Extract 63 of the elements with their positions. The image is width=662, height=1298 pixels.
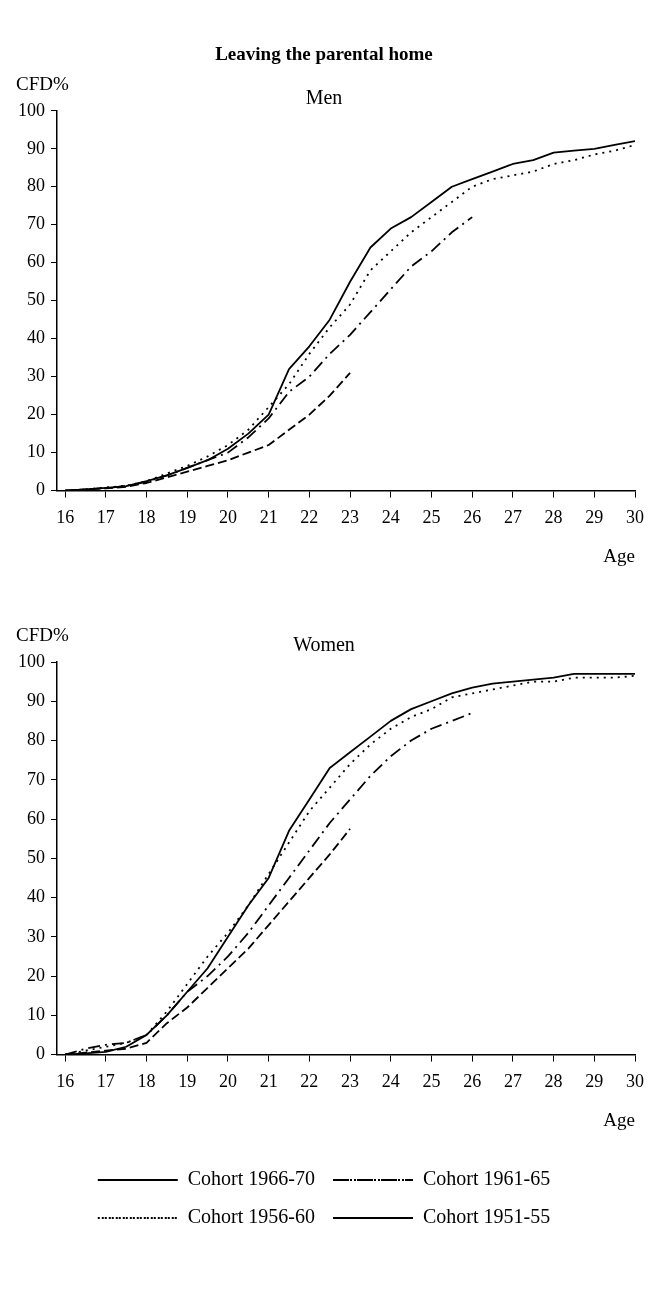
x-tick-label: 17 bbox=[96, 1071, 115, 1092]
x-axis-title: Age bbox=[603, 544, 635, 566]
y-tick-label: 100 bbox=[18, 99, 45, 120]
chart-subtitle: Men bbox=[305, 86, 343, 109]
legend-label: Cohort 1951-55 bbox=[423, 1205, 551, 1228]
x-tick-label: 27 bbox=[503, 1071, 522, 1092]
x-tick-label: 19 bbox=[178, 507, 197, 528]
x-tick-label: 29 bbox=[585, 1071, 604, 1092]
y-tick-label: 90 bbox=[27, 689, 45, 710]
x-tick-label: 27 bbox=[503, 507, 522, 528]
x-tick-label: 18 bbox=[137, 1071, 156, 1092]
y-axis-title: CFD% bbox=[16, 624, 69, 646]
x-tick-label: 25 bbox=[422, 1071, 441, 1092]
y-tick-label: 50 bbox=[27, 847, 45, 868]
y-tick-label: 90 bbox=[27, 137, 45, 158]
x-tick-label: 16 bbox=[56, 1071, 75, 1092]
y-tick-label: 10 bbox=[27, 441, 45, 462]
x-tick-label: 20 bbox=[218, 1071, 237, 1092]
x-tick-label: 30 bbox=[626, 507, 644, 528]
x-tick-label: 22 bbox=[300, 507, 319, 528]
y-tick-label: 30 bbox=[27, 365, 45, 386]
x-tick-label: 28 bbox=[544, 1071, 563, 1092]
y-tick-label: 10 bbox=[27, 1004, 45, 1025]
x-tick-label: 21 bbox=[259, 507, 278, 528]
x-tick-label: 24 bbox=[381, 1071, 400, 1092]
x-tick-label: 20 bbox=[218, 507, 237, 528]
y-tick-label: 30 bbox=[27, 925, 45, 946]
x-tick-label: 29 bbox=[585, 507, 604, 528]
y-tick-label: 0 bbox=[36, 479, 45, 500]
x-tick-label: 26 bbox=[463, 507, 482, 528]
x-tick-label: 26 bbox=[463, 1071, 482, 1092]
y-tick-label: 80 bbox=[27, 729, 45, 750]
legend-label: Cohort 1966-70 bbox=[187, 1167, 315, 1190]
y-tick-label: 70 bbox=[27, 213, 45, 234]
legend-label: Cohort 1961-65 bbox=[423, 1167, 551, 1190]
y-tick-label: 70 bbox=[27, 768, 45, 789]
x-tick-label: 24 bbox=[381, 507, 400, 528]
y-tick-label: 100 bbox=[18, 650, 45, 671]
x-tick-label: 21 bbox=[259, 1071, 278, 1092]
y-tick-label: 20 bbox=[27, 964, 45, 985]
x-tick-label: 18 bbox=[137, 507, 156, 528]
x-tick-label: 23 bbox=[341, 507, 360, 528]
x-tick-label: 28 bbox=[544, 507, 563, 528]
y-tick-label: 20 bbox=[27, 403, 45, 424]
x-tick-label: 25 bbox=[422, 507, 441, 528]
chart-title: Leaving the parental home bbox=[215, 43, 433, 65]
chart-title: Women bbox=[293, 633, 355, 656]
x-tick-label: 17 bbox=[96, 507, 115, 528]
x-axis-title: Age bbox=[603, 1108, 635, 1130]
x-tick-label: 30 bbox=[626, 1071, 644, 1092]
x-tick-label: 16 bbox=[56, 507, 75, 528]
x-tick-label: 22 bbox=[300, 1071, 319, 1092]
y-tick-label: 60 bbox=[27, 807, 45, 828]
legend-label: Cohort 1956-60 bbox=[187, 1205, 315, 1228]
y-tick-label: 40 bbox=[27, 327, 45, 348]
y-tick-label: 0 bbox=[36, 1043, 45, 1064]
y-axis-title: CFD% bbox=[16, 73, 69, 95]
x-tick-label: 19 bbox=[178, 1071, 197, 1092]
y-tick-label: 50 bbox=[27, 289, 45, 310]
y-tick-label: 40 bbox=[27, 886, 45, 907]
x-tick-label: 23 bbox=[341, 1071, 360, 1092]
y-tick-label: 80 bbox=[27, 175, 45, 196]
y-tick-label: 60 bbox=[27, 251, 45, 272]
